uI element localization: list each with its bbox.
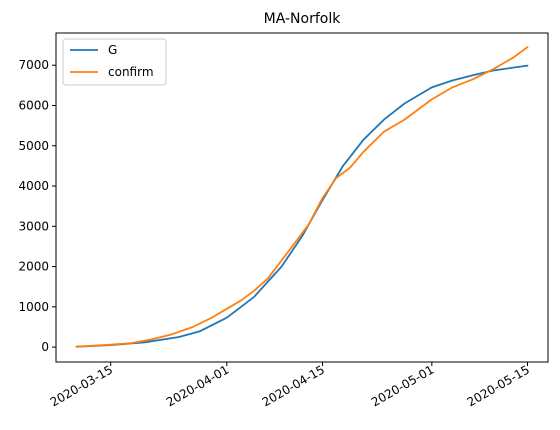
x-tick-label: 2020-04-01 xyxy=(164,362,231,409)
series-lines xyxy=(75,46,529,348)
x-tick-label: 2020-03-15 xyxy=(48,362,115,409)
series-line-g xyxy=(75,64,529,348)
series-line-confirm xyxy=(75,46,529,348)
y-axis: 0 1000 2000 3000 4000 5000 6000 7000 xyxy=(18,58,56,354)
y-tick-label: 7000 xyxy=(18,58,49,72)
y-tick-label: 1000 xyxy=(18,300,49,314)
y-tick-label: 3000 xyxy=(18,219,49,233)
legend: G confirm xyxy=(62,38,167,86)
legend-label-confirm: confirm xyxy=(108,65,154,79)
chart-title: MA-Norfolk xyxy=(264,11,342,27)
x-tick-label: 2020-05-01 xyxy=(369,362,436,409)
plot-area xyxy=(55,32,549,363)
y-tick-label: 0 xyxy=(41,340,49,354)
y-tick-label: 4000 xyxy=(18,179,49,193)
plot-frame xyxy=(55,32,549,363)
legend-label-g: G xyxy=(108,43,117,57)
x-axis: 2020-03-15 2020-04-01 2020-04-15 2020-05-01… xyxy=(48,362,532,409)
y-tick-label: 2000 xyxy=(18,260,49,274)
x-tick-label: 2020-04-15 xyxy=(260,362,327,409)
x-tick-label: 2020-05-15 xyxy=(465,362,532,409)
y-tick-label: 6000 xyxy=(18,98,49,112)
y-tick-label: 5000 xyxy=(18,139,49,153)
